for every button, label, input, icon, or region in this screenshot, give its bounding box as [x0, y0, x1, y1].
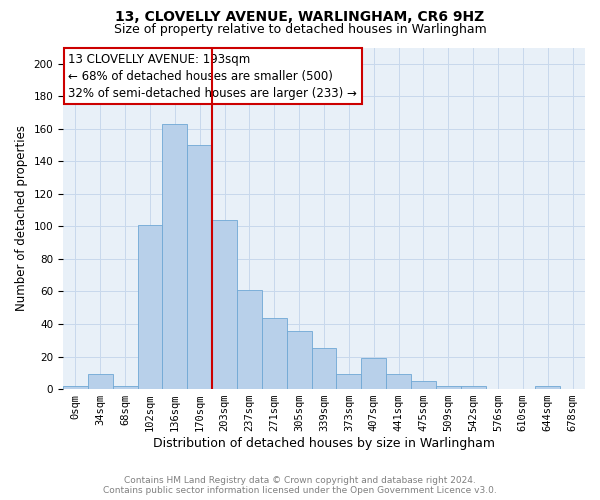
Text: Contains HM Land Registry data © Crown copyright and database right 2024.
Contai: Contains HM Land Registry data © Crown c…	[103, 476, 497, 495]
Bar	[63, 386, 88, 389]
Bar	[337, 374, 361, 389]
Text: 13 CLOVELLY AVENUE: 193sqm
← 68% of detached houses are smaller (500)
32% of sem: 13 CLOVELLY AVENUE: 193sqm ← 68% of deta…	[68, 52, 357, 100]
Bar	[187, 145, 212, 389]
Bar	[237, 290, 262, 389]
Text: 13, CLOVELLY AVENUE, WARLINGHAM, CR6 9HZ: 13, CLOVELLY AVENUE, WARLINGHAM, CR6 9HZ	[115, 10, 485, 24]
Bar	[262, 318, 287, 389]
Text: Size of property relative to detached houses in Warlingham: Size of property relative to detached ho…	[113, 22, 487, 36]
Bar	[137, 225, 163, 389]
Bar	[386, 374, 411, 389]
Bar	[535, 386, 560, 389]
Bar	[411, 381, 436, 389]
Bar	[163, 124, 187, 389]
Bar	[287, 330, 311, 389]
Bar	[461, 386, 485, 389]
Y-axis label: Number of detached properties: Number of detached properties	[15, 126, 28, 312]
Bar	[436, 386, 461, 389]
Bar	[361, 358, 386, 389]
X-axis label: Distribution of detached houses by size in Warlingham: Distribution of detached houses by size …	[153, 437, 495, 450]
Bar	[212, 220, 237, 389]
Bar	[88, 374, 113, 389]
Bar	[113, 386, 137, 389]
Bar	[311, 348, 337, 389]
